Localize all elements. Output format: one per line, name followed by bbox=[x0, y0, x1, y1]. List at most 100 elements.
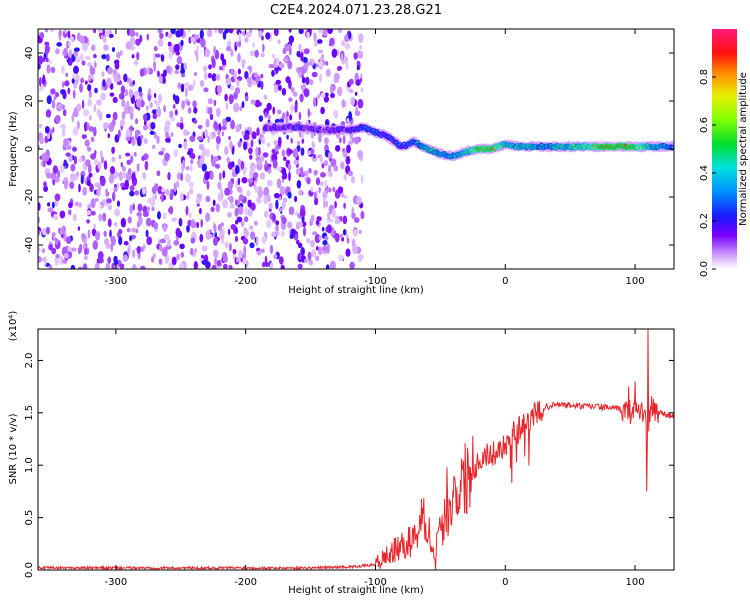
noise-blob bbox=[308, 168, 312, 174]
noise-blob bbox=[209, 113, 214, 121]
noise-blob bbox=[190, 36, 196, 43]
noise-blob bbox=[219, 172, 222, 181]
noise-blob bbox=[277, 84, 282, 91]
noise-blob bbox=[206, 29, 213, 38]
noise-blob bbox=[49, 264, 53, 269]
noise-blob bbox=[69, 173, 76, 182]
noise-blob bbox=[247, 208, 253, 217]
noise-blob bbox=[214, 121, 219, 131]
noise-blob bbox=[196, 193, 203, 199]
noise-blob bbox=[134, 60, 138, 66]
noise-blob bbox=[61, 81, 65, 88]
noise-blob bbox=[327, 212, 331, 219]
noise-blob bbox=[271, 231, 277, 238]
noise-blob bbox=[282, 112, 286, 120]
noise-blob bbox=[260, 80, 264, 90]
noise-blob bbox=[278, 207, 283, 212]
noise-blob bbox=[197, 124, 203, 130]
noise-blob bbox=[360, 210, 365, 220]
noise-blob bbox=[120, 182, 126, 188]
noise-blob bbox=[172, 104, 176, 109]
noise-blob bbox=[215, 203, 220, 213]
noise-blob bbox=[201, 245, 208, 252]
noise-blob bbox=[38, 246, 41, 254]
top-x-ticks: -300 -200 -100 0 100 bbox=[105, 29, 645, 287]
noise-blob bbox=[261, 261, 266, 268]
noise-blob bbox=[354, 217, 360, 223]
noise-blob bbox=[280, 264, 285, 269]
noise-blob bbox=[343, 173, 348, 181]
noise-blob bbox=[38, 202, 41, 211]
noise-blob bbox=[68, 48, 72, 59]
noise-blob bbox=[129, 185, 135, 192]
noise-blob bbox=[143, 124, 148, 131]
noise-blob bbox=[276, 166, 282, 172]
noise-blob bbox=[305, 76, 310, 85]
chart-title: C2E4.2024.071.23.28.G21 bbox=[270, 3, 442, 18]
noise-blob bbox=[173, 240, 180, 246]
noise-blob bbox=[130, 125, 133, 131]
noise-blob bbox=[98, 213, 103, 222]
noise-blob bbox=[243, 216, 249, 223]
noise-blob bbox=[107, 218, 112, 228]
noise-blob bbox=[213, 249, 219, 258]
noise-blob bbox=[111, 156, 116, 163]
noise-blob bbox=[84, 122, 87, 132]
noise-blob bbox=[183, 141, 188, 150]
noise-blob bbox=[158, 38, 164, 47]
noise-blob bbox=[179, 263, 185, 269]
noise-blob bbox=[144, 160, 149, 171]
noise-blob bbox=[353, 229, 358, 237]
noise-blob bbox=[341, 40, 345, 47]
noise-blob bbox=[251, 131, 257, 140]
noise-blob bbox=[230, 120, 236, 130]
noise-blob bbox=[136, 51, 140, 61]
noise-blob bbox=[241, 59, 246, 65]
noise-blob bbox=[164, 152, 171, 162]
noise-blob bbox=[141, 155, 146, 162]
noise-blob bbox=[272, 213, 276, 222]
noise-blob bbox=[315, 246, 319, 251]
noise-blob bbox=[50, 88, 56, 95]
noise-blob bbox=[186, 224, 190, 233]
noise-blob bbox=[228, 29, 234, 34]
noise-blob bbox=[121, 165, 126, 172]
noise-blob bbox=[100, 156, 105, 164]
noise-blob bbox=[205, 212, 211, 223]
noise-blob bbox=[86, 219, 90, 224]
noise-blob bbox=[224, 93, 228, 102]
noise-blob bbox=[226, 46, 232, 52]
noise-blob bbox=[124, 104, 129, 115]
noise-blob bbox=[168, 206, 174, 215]
noise-blob bbox=[228, 136, 231, 140]
noise-blob bbox=[324, 180, 328, 189]
noise-blob bbox=[113, 170, 118, 180]
noise-blob bbox=[93, 29, 97, 34]
noise-blob bbox=[345, 248, 351, 257]
noise-blob bbox=[258, 186, 262, 193]
noise-blob bbox=[288, 171, 291, 182]
noise-blob bbox=[317, 39, 323, 44]
noise-blob bbox=[310, 214, 315, 222]
noise-blob bbox=[118, 236, 123, 246]
noise-blob bbox=[256, 196, 262, 204]
noise-blob bbox=[256, 250, 262, 256]
noise-blob bbox=[272, 53, 275, 59]
noise-blob bbox=[102, 212, 107, 222]
colorbar-gradient bbox=[712, 29, 737, 269]
noise-blob bbox=[112, 111, 118, 121]
noise-blob bbox=[88, 90, 92, 99]
noise-blob bbox=[245, 260, 249, 268]
bottom-x-tick-label: 100 bbox=[626, 577, 645, 588]
noise-blob bbox=[273, 253, 278, 260]
noise-blob bbox=[217, 224, 222, 232]
noise-blob bbox=[235, 180, 239, 189]
noise-blob bbox=[96, 108, 101, 117]
noise-blob bbox=[181, 73, 186, 78]
noise-blob bbox=[319, 73, 322, 83]
noise-blob bbox=[120, 217, 127, 228]
noise-blob bbox=[86, 179, 91, 187]
noise-blob bbox=[60, 255, 64, 266]
noise-blob bbox=[256, 127, 260, 136]
